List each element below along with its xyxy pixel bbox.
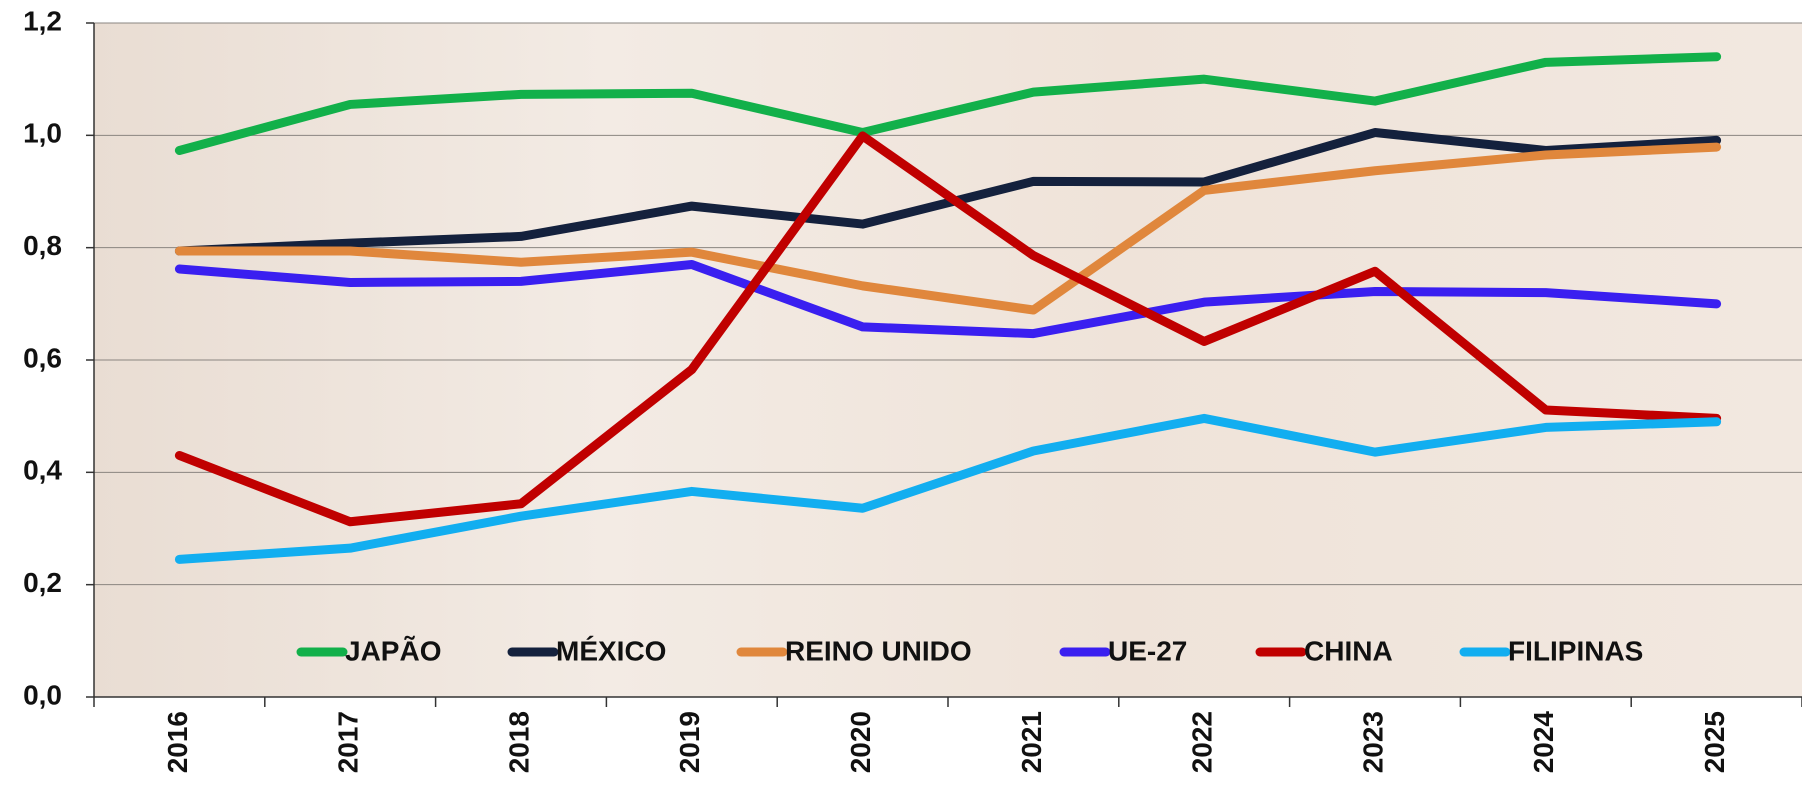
legend-label: REINO UNIDO: [785, 635, 972, 666]
chart: 0,0 0,2 0,4 0,6 0,8 1,0 1,2 2016 2017 2018 2019 202…: [0, 0, 1802, 811]
y-tick-label: 1,2: [23, 5, 62, 36]
legend-label: CHINA: [1304, 635, 1393, 666]
y-tick-label: 0,0: [23, 679, 62, 710]
x-tick-label: 2025: [1699, 711, 1730, 773]
x-tick-label: 2016: [162, 711, 193, 773]
y-tick-label: 1,0: [23, 118, 62, 149]
x-tick-label: 2018: [503, 711, 534, 773]
x-tick-label: 2022: [1187, 711, 1218, 773]
x-tick-label: 2020: [845, 711, 876, 773]
y-tick-label: 0,4: [23, 455, 62, 486]
y-tick-label: 0,2: [23, 567, 62, 598]
y-tick-label: 0,8: [23, 230, 62, 261]
x-tick-label: 2021: [1016, 711, 1047, 773]
x-tick-label: 2023: [1357, 711, 1388, 773]
x-tick-label: 2019: [674, 711, 705, 773]
x-tick-label: 2017: [333, 711, 364, 773]
legend-label: MÉXICO: [556, 635, 666, 666]
y-tick-label: 0,6: [23, 342, 62, 373]
legend-label: FILIPINAS: [1508, 635, 1643, 666]
x-tick-label: 2024: [1528, 711, 1559, 774]
legend-label: UE-27: [1108, 635, 1187, 666]
legend-label: JAPÃO: [345, 635, 441, 666]
